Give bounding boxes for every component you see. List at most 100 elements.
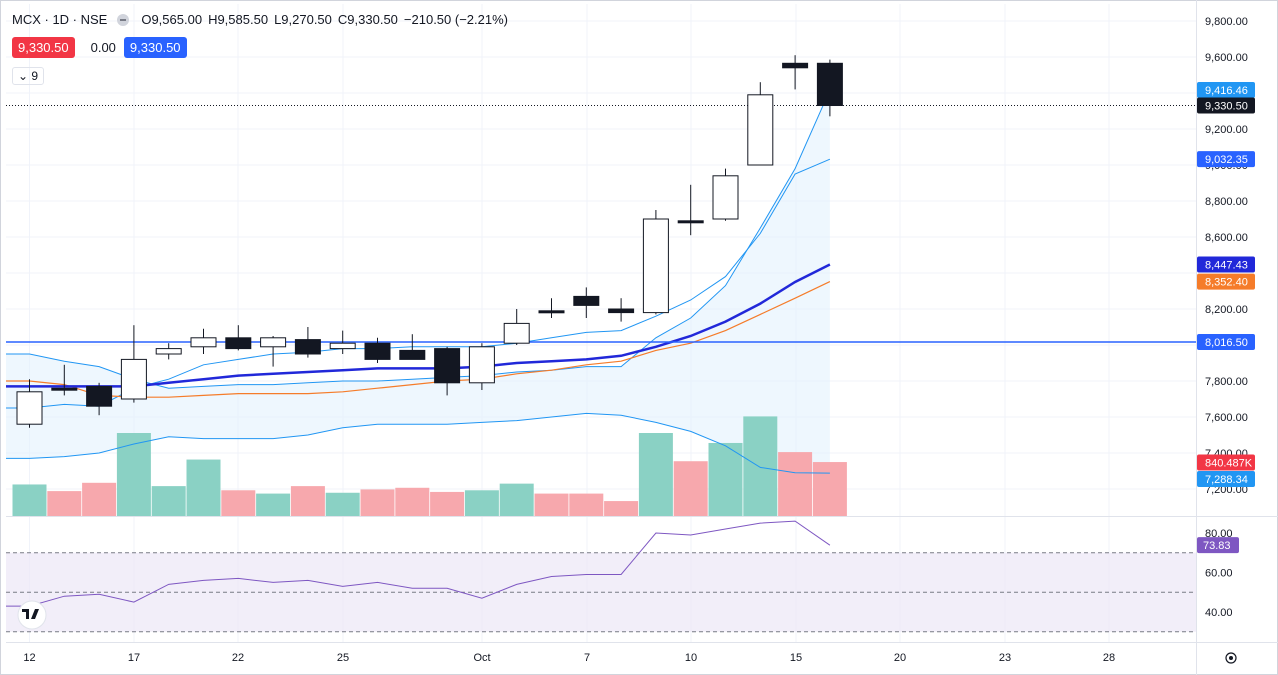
price-tag-label-volume: 840.487K <box>1205 458 1253 470</box>
volume-bar <box>360 489 395 516</box>
price-tag-label-ma_blue: 8,447.43 <box>1205 259 1248 271</box>
time-tick-label: 23 <box>999 652 1011 664</box>
volume-bar <box>430 491 465 516</box>
indicator-count: 9 <box>31 69 39 83</box>
volume-bar <box>395 487 430 516</box>
volume-bar <box>604 501 639 516</box>
price-tag-hline <box>1197 334 1255 351</box>
price-tag-label-last: 9,330.50 <box>1205 101 1248 113</box>
volume-bar <box>256 493 291 516</box>
candle-body <box>503 322 530 344</box>
time-tick-label: 17 <box>128 652 140 664</box>
open-value: O9,565.00 <box>141 12 203 27</box>
candle-body <box>51 387 78 391</box>
rsi-tick-label: 80.00 <box>1205 528 1233 540</box>
volume-bar <box>82 482 117 516</box>
candle-body <box>816 62 843 107</box>
rsi-tag <box>1197 537 1239 554</box>
time-tick-label: 22 <box>232 652 244 664</box>
sell-button[interactable]: 9,330.50 <box>12 37 75 58</box>
price-tag-label-bb_mid: 9,032.35 <box>1205 154 1248 166</box>
candle-body <box>155 348 182 355</box>
volume-bar <box>12 484 47 516</box>
price-tick-label: 8,200.00 <box>1205 304 1248 316</box>
bollinger-fill <box>6 90 830 474</box>
bollinger-lower-line <box>6 412 830 474</box>
volume-bar <box>812 462 847 516</box>
candle-body <box>329 342 356 350</box>
high-value: H9,585.50 <box>208 12 269 27</box>
candle-body <box>16 391 43 425</box>
tradingview-logo-icon <box>17 600 47 630</box>
volume-bar <box>186 459 221 516</box>
price-tag-label-bb_upper: 9,416.46 <box>1205 85 1248 97</box>
price-tag-bb_upper <box>1197 82 1255 99</box>
price-tag-volume <box>1197 454 1255 471</box>
volume-bar <box>743 416 778 516</box>
time-tick-label: 20 <box>894 652 906 664</box>
low-value: L9,270.50 <box>274 12 332 27</box>
candle-body <box>538 310 565 314</box>
price-tick-label: 7,600.00 <box>1205 412 1248 424</box>
candle-body <box>86 385 113 407</box>
candle-body <box>434 348 461 384</box>
symbol-title[interactable]: MCX · 1D · NSE <box>12 12 108 27</box>
close-value: C9,330.50 <box>337 12 398 27</box>
time-tick-label: Oct <box>473 652 490 664</box>
volume-bar <box>221 490 256 516</box>
price-tag-label-ma_orange: 8,352.40 <box>1205 277 1248 289</box>
candle-body <box>677 220 704 224</box>
volume-bar <box>673 461 708 516</box>
volume-bar <box>569 493 604 516</box>
price-tag-label-bb_lower: 7,288.34 <box>1205 474 1248 486</box>
volume-bar <box>778 452 813 516</box>
buy-button[interactable]: 9,330.50 <box>123 37 187 58</box>
candle-body <box>364 342 391 360</box>
settings-gear-icon[interactable] <box>1225 652 1237 664</box>
candle-body <box>120 358 147 400</box>
chevron-down-icon: ⌄ <box>18 69 29 83</box>
candle-body <box>642 218 669 314</box>
rsi-tag-label: 73.83 <box>1203 540 1231 552</box>
price-tick-label: 8,800.00 <box>1205 196 1248 208</box>
price-tag-last <box>1197 97 1255 114</box>
volume-bar <box>464 490 499 516</box>
indicators-toggle[interactable]: ⌄ 9 <box>12 67 45 85</box>
price-tick-label: 9,600.00 <box>1205 52 1248 64</box>
time-tick-label: 7 <box>584 652 590 664</box>
candle-body <box>608 308 635 314</box>
volume-bar <box>708 442 743 516</box>
candle-body <box>190 337 217 348</box>
price-tick-label: 7,800.00 <box>1205 376 1248 388</box>
time-tick-label: 10 <box>685 652 697 664</box>
candle-body <box>747 94 774 166</box>
price-tick-label: 9,800.00 <box>1205 16 1248 28</box>
chart-header: MCX · 1D · NSE O9,565.00 H9,585.50 L9,27… <box>12 12 514 27</box>
candle-body <box>294 339 321 355</box>
volume-bar <box>290 486 325 516</box>
price-tag-bb_mid <box>1197 151 1255 168</box>
time-tick-label: 12 <box>23 652 35 664</box>
rsi-line <box>6 520 831 607</box>
rsi-tick-label: 40.00 <box>1205 607 1233 619</box>
time-tick-label: 15 <box>790 652 802 664</box>
market-status-icon <box>117 13 130 26</box>
volume-bar <box>499 483 534 516</box>
volume-bar <box>116 433 151 516</box>
trade-buttons: 9,330.50 0.00 9,330.50 <box>12 37 187 58</box>
candle-body <box>399 349 426 360</box>
price-tag-label-hline: 8,016.50 <box>1205 337 1248 349</box>
candle-body <box>712 175 739 220</box>
time-tick-label: 25 <box>337 652 349 664</box>
price-tag-ma_orange <box>1197 273 1255 290</box>
price-tag-ma_blue <box>1197 256 1255 273</box>
candle-body <box>225 337 252 350</box>
time-tick-label: 28 <box>1103 652 1115 664</box>
candle-body <box>468 346 495 384</box>
candle-body <box>573 295 600 306</box>
change-value: −210.50 (−2.21%) <box>403 12 508 27</box>
volume-bar <box>534 493 569 516</box>
volume-bar <box>151 486 186 516</box>
